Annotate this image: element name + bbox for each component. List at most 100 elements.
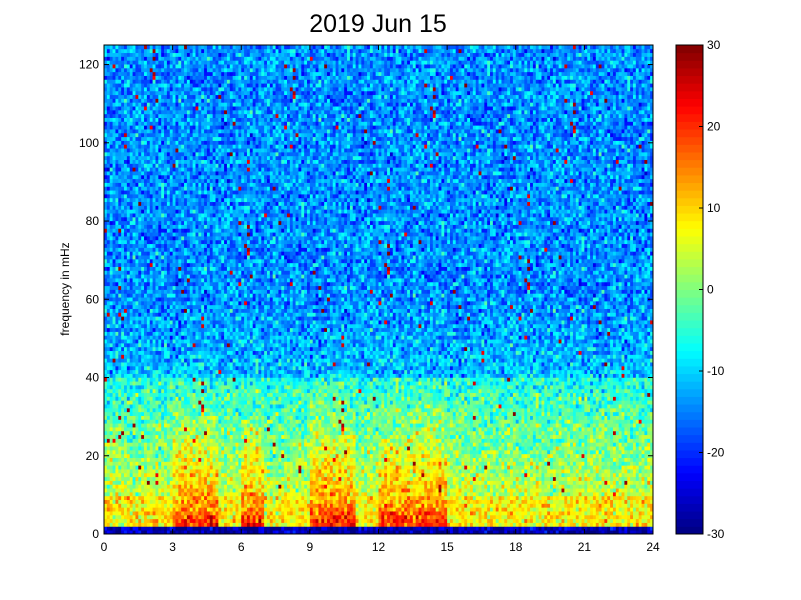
heatmap-cell: [181, 473, 184, 477]
heatmap-cell: [167, 324, 170, 328]
heatmap-cell: [164, 370, 167, 374]
heatmap-cell: [164, 102, 167, 106]
heatmap-cell: [178, 484, 181, 488]
heatmap-cell: [133, 431, 136, 435]
heatmap-cell: [210, 400, 213, 404]
heatmap-cell: [155, 244, 158, 248]
heatmap-cell: [213, 339, 216, 343]
heatmap-cell: [161, 186, 164, 190]
heatmap-cell: [173, 228, 176, 232]
heatmap-cell: [198, 106, 201, 110]
heatmap-cell: [181, 309, 184, 313]
heatmap-cell: [187, 228, 190, 232]
heatmap-cell: [130, 450, 133, 454]
heatmap-cell: [181, 404, 184, 408]
heatmap-cell: [210, 461, 213, 465]
heatmap-cell: [113, 205, 116, 209]
heatmap-cell: [201, 45, 204, 49]
heatmap-cell: [147, 507, 150, 511]
heatmap-cell: [133, 454, 136, 458]
heatmap-cell: [110, 87, 113, 91]
heatmap-cell: [210, 83, 213, 87]
heatmap-cell: [175, 297, 178, 301]
heatmap-cell: [141, 458, 144, 462]
heatmap-cell: [207, 438, 210, 442]
heatmap-cell: [178, 217, 181, 221]
heatmap-cell: [204, 450, 207, 454]
heatmap-cell: [110, 503, 113, 507]
heatmap-cell: [201, 263, 204, 267]
heatmap-cell: [107, 461, 110, 465]
heatmap-cell: [198, 160, 201, 164]
heatmap-cell: [147, 110, 150, 114]
heatmap-cell: [204, 332, 207, 336]
heatmap-cell: [170, 454, 173, 458]
heatmap-cell: [210, 293, 213, 297]
heatmap-cell: [167, 523, 170, 527]
heatmap-cell: [173, 412, 176, 416]
heatmap-cell: [204, 232, 207, 236]
heatmap-cell: [181, 377, 184, 381]
heatmap-cell: [178, 389, 181, 393]
heatmap-cell: [144, 72, 147, 76]
heatmap-cell: [153, 83, 156, 87]
heatmap-cell: [187, 45, 190, 49]
heatmap-cell: [190, 110, 193, 114]
heatmap-cell: [201, 519, 204, 523]
heatmap-cell: [178, 427, 181, 431]
heatmap-cell: [138, 278, 141, 282]
heatmap-cell: [135, 339, 138, 343]
heatmap-cell: [135, 68, 138, 72]
heatmap-cell: [147, 175, 150, 179]
heatmap-cell: [164, 454, 167, 458]
heatmap-cell: [210, 79, 213, 83]
heatmap-cell: [158, 519, 161, 523]
heatmap-cell: [158, 79, 161, 83]
heatmap-cell: [144, 247, 147, 251]
heatmap-cell: [167, 351, 170, 355]
heatmap-cell: [196, 221, 199, 225]
heatmap-cell: [110, 320, 113, 324]
heatmap-cell: [164, 121, 167, 125]
heatmap-cell: [147, 488, 150, 492]
heatmap-cell: [190, 507, 193, 511]
heatmap-cell: [144, 274, 147, 278]
heatmap-cell: [138, 106, 141, 110]
heatmap-cell: [181, 102, 184, 106]
heatmap-cell: [147, 240, 150, 244]
heatmap-cell: [187, 293, 190, 297]
heatmap-cell: [150, 190, 153, 194]
heatmap-cell: [127, 412, 130, 416]
heatmap-cell: [178, 343, 181, 347]
heatmap-cell: [181, 393, 184, 397]
heatmap-cell: [175, 416, 178, 420]
heatmap-cell: [127, 110, 130, 114]
heatmap-cell: [161, 511, 164, 515]
heatmap-cell: [164, 91, 167, 95]
heatmap-cell: [155, 286, 158, 290]
heatmap-cell: [204, 121, 207, 125]
heatmap-cell: [113, 87, 116, 91]
heatmap-cell: [158, 56, 161, 60]
heatmap-cell: [204, 290, 207, 294]
heatmap-cell: [130, 286, 133, 290]
heatmap-cell: [207, 209, 210, 213]
heatmap-cell: [210, 183, 213, 187]
heatmap-cell: [207, 282, 210, 286]
heatmap-cell: [196, 507, 199, 511]
heatmap-cell: [164, 282, 167, 286]
heatmap-cell: [210, 98, 213, 102]
heatmap-cell: [175, 49, 178, 53]
heatmap-cell: [133, 312, 136, 316]
heatmap-cell: [167, 297, 170, 301]
heatmap-cell: [138, 523, 141, 527]
heatmap-cell: [158, 503, 161, 507]
heatmap-cell: [193, 175, 196, 179]
heatmap-cell: [175, 228, 178, 232]
heatmap-cell: [121, 297, 124, 301]
heatmap-cell: [164, 438, 167, 442]
heatmap-cell: [130, 45, 133, 49]
heatmap-cell: [164, 79, 167, 83]
heatmap-cell: [155, 171, 158, 175]
heatmap-cell: [161, 320, 164, 324]
